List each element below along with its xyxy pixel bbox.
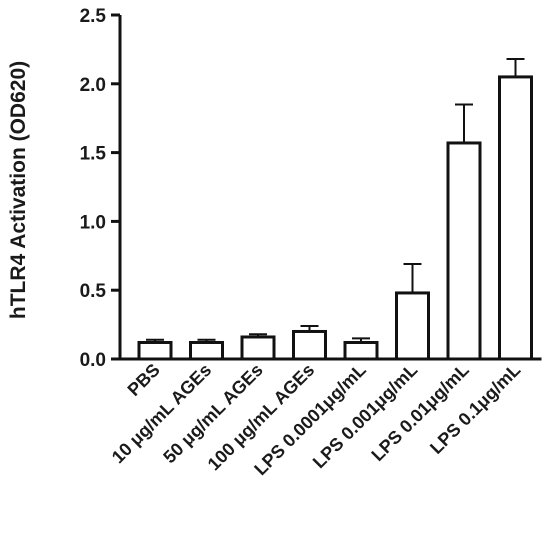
bar <box>292 329 327 361</box>
y-tick-label: 2.5 <box>80 6 107 27</box>
y-tick-label: 1.0 <box>80 212 106 233</box>
bar <box>446 141 482 361</box>
error-bars <box>146 58 525 343</box>
bar <box>240 335 276 361</box>
bar <box>395 291 430 361</box>
error-bar <box>300 324 319 332</box>
y-tick-label: 2.0 <box>80 75 106 96</box>
error-bar <box>197 338 216 343</box>
bars <box>137 75 533 361</box>
error-bar <box>403 263 422 293</box>
error-bar <box>146 338 164 343</box>
bar <box>343 340 379 361</box>
y-tick-label: 0.0 <box>80 350 106 371</box>
bar <box>498 75 533 361</box>
bar <box>137 340 173 361</box>
y-tick-label: 0.5 <box>80 281 107 302</box>
x-tick-label: PBS <box>124 360 164 400</box>
y-ticks: 0.0 0.5 1.0 1.5 2.0 2.5 <box>80 6 120 371</box>
bar <box>189 340 224 361</box>
error-bar <box>455 103 473 143</box>
error-bar <box>249 333 267 337</box>
y-tick-label: 1.5 <box>80 144 107 165</box>
error-bar <box>352 337 370 343</box>
y-axis-title: hTLR4 Activation (OD620) <box>7 61 30 319</box>
x-tick-label: LPS 0.1μg/mL <box>426 360 524 458</box>
error-bar <box>506 58 525 77</box>
